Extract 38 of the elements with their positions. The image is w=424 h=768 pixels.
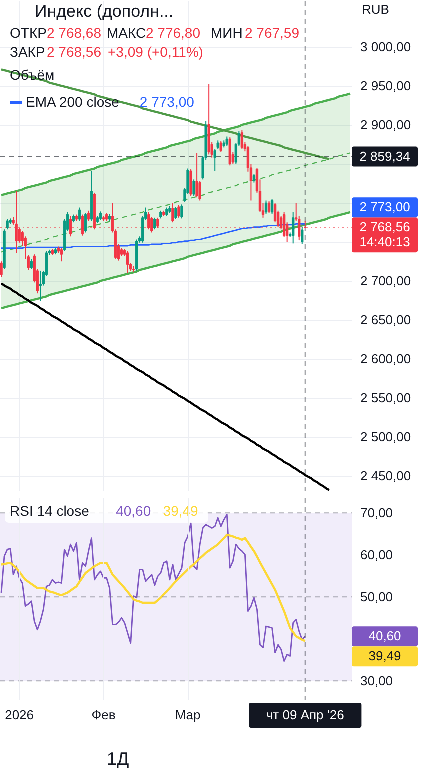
text: 2 773,00 (360, 200, 410, 215)
text: RUB (362, 2, 390, 17)
annotation: 2 768,56 (47, 44, 102, 60)
y-tick-label: 2 650,00 (360, 312, 412, 328)
annotation: 2 768,68 (47, 25, 102, 41)
annotation: 2 776,80 (146, 25, 201, 41)
legend-label: EMA 200 close (26, 94, 120, 110)
x-tick-label: чт 09 Апр '26 (266, 708, 344, 722)
ref-line-label: 2 859,34 (360, 148, 410, 164)
annotation: 2 767,59 (245, 25, 300, 41)
y-tick-label: 2 950,00 (360, 78, 412, 94)
y-tick-label: 2 900,00 (360, 118, 412, 133)
y-tick-label: 2 550,00 (360, 390, 412, 406)
y-tick-label: 30,00 (360, 674, 394, 689)
annotation: 40,60 (116, 503, 152, 519)
x-tick-label: Мар (175, 708, 201, 722)
text: 39,49 (368, 648, 402, 664)
ref-line-label: 2 768,56 (360, 220, 410, 235)
annotation: +3,09 (+0,11%) (108, 44, 204, 60)
annotation: ОТКР (10, 25, 47, 41)
annotation: ЗАКР (10, 44, 46, 60)
series-label: RSI 14 close (10, 503, 90, 519)
y-tick-label: 2 500,00 (360, 430, 412, 445)
y-tick-label: 2 450,00 (360, 468, 412, 484)
y-tick-label: 50,00 (360, 590, 394, 605)
text: 40,60 (368, 628, 402, 644)
y-tick-label: 2 700,00 (360, 274, 412, 289)
chart-title: Индекс (дополн... (35, 2, 174, 21)
y-tick-label: 3 000,00 (360, 40, 412, 55)
annotation: МАКС (107, 25, 146, 41)
y-tick-label: 70,00 (360, 506, 394, 521)
text: 14:40:13 (360, 234, 410, 250)
x-tick-label: Фев (92, 708, 116, 722)
y-tick-label: 60,00 (360, 548, 394, 563)
y-tick-label: 2 600,00 (360, 352, 412, 367)
annotation: МИН (211, 25, 243, 41)
x-tick-label: 2026 (5, 708, 34, 722)
annotation: 2 773,00 (140, 94, 195, 110)
